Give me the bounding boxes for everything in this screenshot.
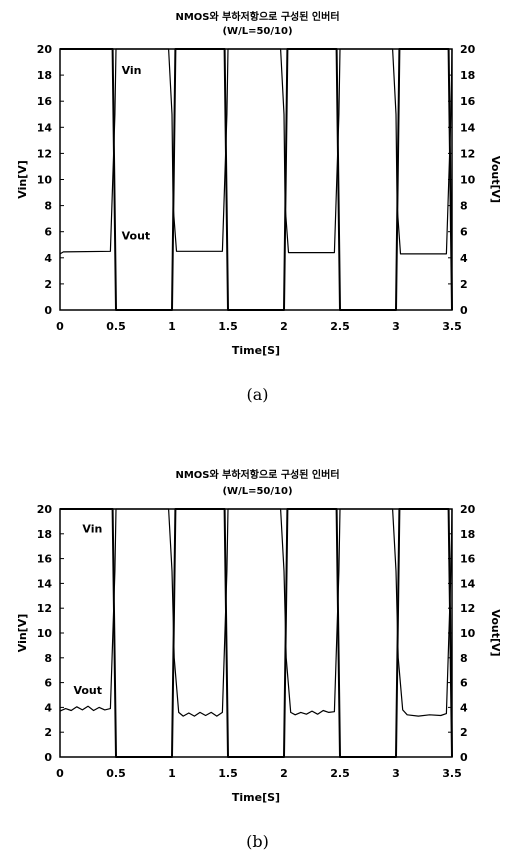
y2-tick-label: 8 bbox=[460, 652, 468, 665]
annotation-vin: Vin bbox=[122, 64, 142, 77]
panel-caption: (b) bbox=[246, 832, 269, 851]
y2-tick-label: 4 bbox=[460, 701, 468, 714]
chart-subtitle: (W/L=50/10) bbox=[222, 26, 293, 37]
y2-axis-label: Vout[V] bbox=[489, 156, 502, 203]
x-tick-label: 0 bbox=[56, 767, 64, 780]
x-tick-label: 0 bbox=[56, 320, 64, 333]
plot-frame bbox=[59, 508, 453, 758]
x-tick-label: 2 bbox=[280, 320, 288, 333]
y-tick-label: 2 bbox=[44, 278, 52, 291]
y2-tick-label: 0 bbox=[460, 751, 468, 764]
x-tick-label: 3.5 bbox=[442, 767, 462, 780]
y2-tick-label: 16 bbox=[460, 553, 476, 566]
y2-tick-label: 10 bbox=[460, 174, 476, 187]
x-tick-label: 3.5 bbox=[442, 320, 462, 333]
y-tick-label: 16 bbox=[37, 553, 53, 566]
y2-tick-label: 20 bbox=[460, 503, 476, 516]
x-tick-label: 0.5 bbox=[106, 320, 126, 333]
y2-tick-label: 8 bbox=[460, 200, 468, 213]
chart-subtitle: (W/L=50/10) bbox=[222, 486, 293, 497]
x-tick-label: 2.5 bbox=[330, 320, 350, 333]
y-tick-label: 18 bbox=[37, 69, 52, 82]
y-tick-label: 8 bbox=[44, 652, 52, 665]
y-tick-label: 10 bbox=[37, 627, 53, 640]
x-tick-label: 1.5 bbox=[218, 767, 238, 780]
x-tick-label: 2 bbox=[280, 767, 288, 780]
y-tick-label: 14 bbox=[37, 577, 53, 590]
y2-tick-label: 0 bbox=[460, 304, 468, 317]
y2-tick-label: 12 bbox=[460, 147, 475, 160]
y-tick-label: 8 bbox=[44, 200, 52, 213]
y2-tick-label: 2 bbox=[460, 726, 468, 739]
annotation-vin: Vin bbox=[82, 523, 102, 536]
y-tick-label: 6 bbox=[44, 226, 52, 239]
x-tick-label: 3 bbox=[392, 320, 400, 333]
y2-tick-label: 12 bbox=[460, 602, 475, 615]
x-tick-label: 1 bbox=[168, 320, 176, 333]
annotation-vout: Vout bbox=[73, 684, 102, 697]
y-tick-label: 6 bbox=[44, 677, 52, 690]
y2-tick-label: 16 bbox=[460, 95, 476, 108]
y-axis-label: Vin[V] bbox=[16, 160, 29, 199]
y2-tick-label: 6 bbox=[460, 677, 468, 690]
y-tick-label: 4 bbox=[44, 252, 52, 265]
y-tick-label: 2 bbox=[44, 726, 52, 739]
y-tick-label: 12 bbox=[37, 147, 52, 160]
y2-tick-label: 14 bbox=[460, 121, 476, 134]
y2-tick-label: 2 bbox=[460, 278, 468, 291]
y-tick-label: 0 bbox=[44, 751, 52, 764]
annotation-vout: Vout bbox=[122, 230, 151, 243]
plot-frame bbox=[59, 48, 453, 311]
y-tick-label: 0 bbox=[44, 304, 52, 317]
y-tick-label: 10 bbox=[37, 174, 53, 187]
y-tick-label: 4 bbox=[44, 701, 52, 714]
y-tick-label: 16 bbox=[37, 95, 53, 108]
series-line-vout bbox=[59, 508, 453, 717]
chart-title: NMOS와 부하저항으로 구성된 인버터 bbox=[175, 12, 340, 23]
y2-tick-label: 4 bbox=[460, 252, 468, 265]
y2-tick-label: 14 bbox=[460, 577, 476, 590]
chart-title: NMOS와 부하저항으로 구성된 인버터 bbox=[175, 470, 340, 481]
y2-tick-label: 10 bbox=[460, 627, 476, 640]
x-axis-label: Time[S] bbox=[232, 344, 280, 357]
y-tick-label: 12 bbox=[37, 602, 52, 615]
series-line-vout bbox=[59, 48, 453, 255]
y2-tick-label: 18 bbox=[460, 69, 475, 82]
x-tick-label: 1.5 bbox=[218, 320, 238, 333]
y2-axis-label: Vout[V] bbox=[489, 609, 502, 656]
x-tick-label: 1 bbox=[168, 767, 176, 780]
y-axis-label: Vin[V] bbox=[16, 614, 29, 653]
y-tick-label: 18 bbox=[37, 528, 52, 541]
y-tick-label: 20 bbox=[37, 503, 53, 516]
x-tick-label: 2.5 bbox=[330, 767, 350, 780]
y2-tick-label: 6 bbox=[460, 226, 468, 239]
y2-tick-label: 20 bbox=[460, 43, 476, 56]
series-line-vin bbox=[60, 48, 453, 311]
panel-caption: (a) bbox=[246, 385, 269, 404]
y-tick-label: 14 bbox=[37, 121, 53, 134]
y2-tick-label: 18 bbox=[460, 528, 475, 541]
x-tick-label: 3 bbox=[392, 767, 400, 780]
series-line-vin bbox=[60, 508, 453, 758]
x-axis-label: Time[S] bbox=[232, 791, 280, 804]
y-tick-label: 20 bbox=[37, 43, 53, 56]
x-tick-label: 0.5 bbox=[106, 767, 126, 780]
